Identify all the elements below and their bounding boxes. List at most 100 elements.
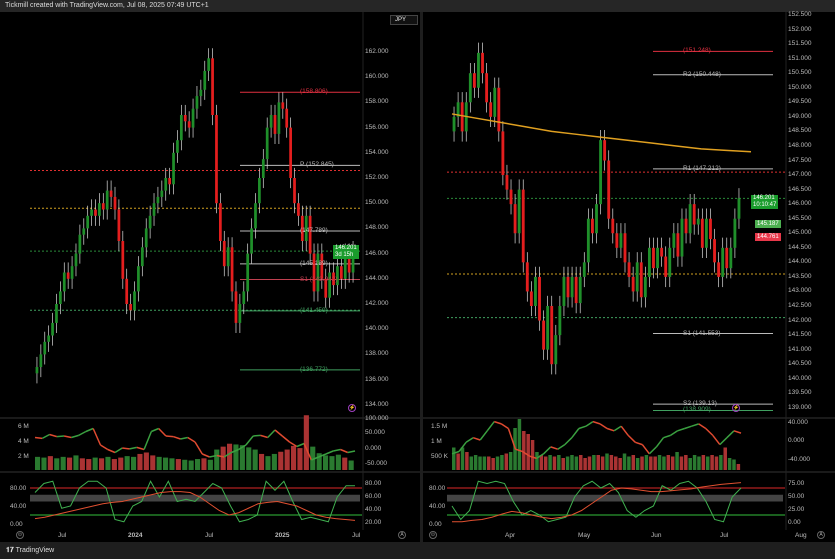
candle: [570, 276, 574, 298]
volume-bar: [640, 456, 644, 470]
oscillator-axis-label: 40.00: [365, 506, 382, 513]
candle: [125, 278, 129, 304]
momentum-axis-label: 100.000: [365, 415, 389, 422]
left-chart-canvas[interactable]: [0, 12, 420, 542]
time-axis-label[interactable]: Apr: [505, 532, 516, 539]
volume-axis-label: 2 M: [18, 453, 29, 460]
momentum-line-segment: [663, 434, 671, 439]
volume-bar: [323, 455, 329, 470]
price-axis-label: 147.500: [788, 156, 812, 164]
candle: [529, 291, 533, 306]
right-chart-panel[interactable]: 146.201 10:10:47 145.187 144.761 1.5 M 1 M…: [423, 11, 835, 542]
time-axis-label[interactable]: Jul: [205, 532, 214, 539]
volume-bar: [653, 456, 657, 470]
volume-bar: [35, 456, 41, 470]
candle: [554, 335, 558, 365]
volume-bar: [150, 455, 156, 470]
momentum-line-segment: [100, 444, 109, 451]
volume-bar: [679, 456, 684, 470]
price-axis-label: 141.500: [788, 331, 812, 339]
volume-bar: [297, 448, 303, 470]
time-axis-label[interactable]: Jul: [352, 532, 361, 539]
candle: [481, 52, 484, 74]
momentum-line-segment: [85, 427, 94, 433]
candle: [538, 276, 541, 321]
time-axis-label[interactable]: May: [578, 532, 591, 539]
candle: [226, 247, 230, 267]
auto-scale-icon[interactable]: A: [817, 531, 825, 539]
volume-bar: [163, 457, 169, 470]
candle: [187, 121, 191, 128]
candle: [521, 189, 525, 263]
timezone-icon[interactable]: ⊙: [429, 531, 437, 539]
momentum-line-segment: [143, 431, 153, 450]
momentum-line-segment: [267, 429, 276, 439]
price-axis-label: 160.000: [365, 73, 389, 81]
timezone-icon[interactable]: ⊙: [16, 531, 24, 539]
candle: [493, 87, 497, 117]
momentum-line-segment: [253, 434, 261, 437]
candle: [696, 218, 700, 225]
candle: [639, 262, 643, 298]
candle: [168, 178, 171, 185]
current-price: 146.201: [335, 245, 357, 251]
candle: [215, 115, 218, 204]
tradingview-logo-icon[interactable]: 𝟏𝟕: [6, 547, 14, 554]
candle: [43, 341, 47, 355]
candle: [599, 140, 602, 205]
momentum-line-segment: [187, 436, 196, 443]
candle: [242, 291, 246, 304]
momentum-line-segment: [180, 436, 188, 440]
time-axis-label[interactable]: 2025: [275, 532, 290, 539]
volume-bar: [259, 453, 265, 470]
brand-name[interactable]: TradingView: [15, 547, 55, 554]
candle: [113, 196, 117, 210]
time-axis-label[interactable]: Jul: [720, 532, 729, 539]
volume-bar: [535, 452, 539, 470]
candle: [468, 73, 472, 103]
price-axis-label: 146.000: [788, 200, 812, 208]
right-chart-canvas[interactable]: [423, 12, 835, 542]
price-axis-label: 140.000: [365, 325, 389, 333]
price-axis-label: 147.000: [788, 171, 812, 179]
candle: [133, 291, 136, 311]
pivot-level-label: (138.909): [683, 406, 711, 414]
candle: [269, 115, 273, 128]
price-axis-label: 149.500: [788, 98, 812, 106]
momentum-line-segment: [691, 423, 699, 427]
price-axis-label: 142.000: [788, 316, 812, 324]
time-axis-label[interactable]: Aug: [795, 532, 807, 539]
auto-scale-icon[interactable]: A: [398, 531, 406, 539]
candle: [199, 89, 203, 97]
volume-bar: [723, 447, 727, 470]
left-chart-panel[interactable]: JPY 146.201 3d 15h 6 M 4 M 2 M 100.000 50.000…: [0, 12, 420, 542]
price-axis-label: 162.000: [365, 48, 389, 55]
momentum-line-segment: [63, 435, 72, 439]
volume-bar: [596, 455, 601, 470]
candle: [101, 203, 105, 210]
candle: [179, 115, 183, 141]
volume-bar: [719, 455, 723, 470]
volume-bar: [278, 451, 284, 470]
price-axis-label: 151.500: [788, 40, 812, 48]
price-axis-label: 143.500: [788, 272, 812, 280]
time-axis-label[interactable]: Jul: [58, 532, 67, 539]
volume-bar: [469, 456, 474, 470]
symbol-label[interactable]: JPY: [390, 15, 418, 25]
candle: [281, 102, 285, 109]
time-axis-label[interactable]: Jun: [651, 532, 662, 539]
momentum-line-segment: [613, 425, 622, 432]
momentum-line-segment: [209, 454, 217, 458]
candle: [137, 266, 140, 292]
candle: [234, 291, 238, 323]
alert-icon[interactable]: ⚡: [732, 404, 740, 412]
volume-axis-label: 4 M: [18, 438, 29, 445]
alert-icon[interactable]: ⚡: [348, 404, 356, 412]
candle: [289, 127, 292, 178]
volume-bar: [710, 455, 714, 470]
oscillator-axis-label: 25.00: [788, 506, 805, 513]
time-axis-label[interactable]: 2024: [128, 532, 143, 539]
candle: [98, 203, 101, 216]
volume-bar: [137, 453, 143, 470]
volume-axis-label: 1 M: [431, 438, 442, 445]
